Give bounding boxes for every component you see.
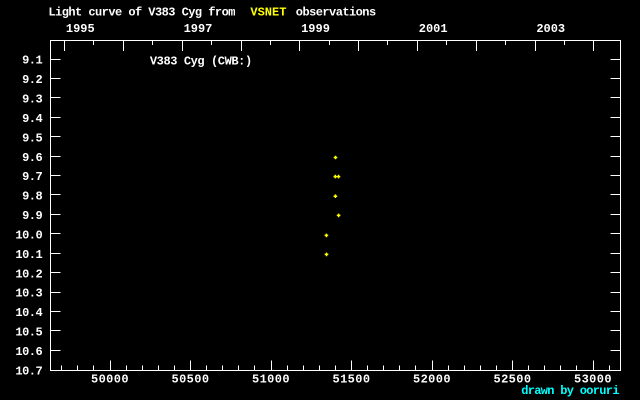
svg-text:observations: observations <box>296 6 376 20</box>
svg-text:51500: 51500 <box>332 373 370 387</box>
svg-text:52000: 52000 <box>413 373 451 387</box>
svg-text:2001: 2001 <box>419 22 448 36</box>
svg-text:50500: 50500 <box>171 373 209 387</box>
svg-text:53000: 53000 <box>574 373 612 387</box>
svg-text:10.3: 10.3 <box>15 287 42 301</box>
svg-text:1999: 1999 <box>301 22 330 36</box>
svg-text:10.1: 10.1 <box>15 248 42 262</box>
svg-text:9.5: 9.5 <box>22 131 42 145</box>
svg-text:10.7: 10.7 <box>15 364 42 378</box>
svg-text:1997: 1997 <box>184 22 213 36</box>
svg-text:52500: 52500 <box>493 373 531 387</box>
svg-text:drawn by ooruri: drawn by ooruri <box>521 384 619 398</box>
svg-text:9.6: 9.6 <box>22 151 42 165</box>
svg-text:9.4: 9.4 <box>22 112 42 126</box>
svg-text:Light curve of V383 Cyg from: Light curve of V383 Cyg from <box>48 6 235 20</box>
svg-text:10.2: 10.2 <box>15 267 42 281</box>
svg-text:9.2: 9.2 <box>22 73 42 87</box>
svg-text:9.9: 9.9 <box>22 209 42 223</box>
svg-text:9.3: 9.3 <box>22 92 42 106</box>
svg-text:51000: 51000 <box>252 373 290 387</box>
svg-text:9.1: 9.1 <box>22 54 42 68</box>
svg-text:2003: 2003 <box>536 22 565 36</box>
svg-text:V383 Cyg (CWB:): V383 Cyg (CWB:) <box>150 55 252 69</box>
svg-text:10.0: 10.0 <box>15 228 42 242</box>
svg-text:10.6: 10.6 <box>15 345 42 359</box>
svg-text:1995: 1995 <box>66 22 95 36</box>
svg-text:10.5: 10.5 <box>15 326 42 340</box>
svg-text:10.4: 10.4 <box>15 306 42 320</box>
svg-text:50000: 50000 <box>91 373 129 387</box>
svg-text:9.7: 9.7 <box>22 170 42 184</box>
svg-text:VSNET: VSNET <box>250 6 286 20</box>
svg-text:9.8: 9.8 <box>22 190 42 204</box>
